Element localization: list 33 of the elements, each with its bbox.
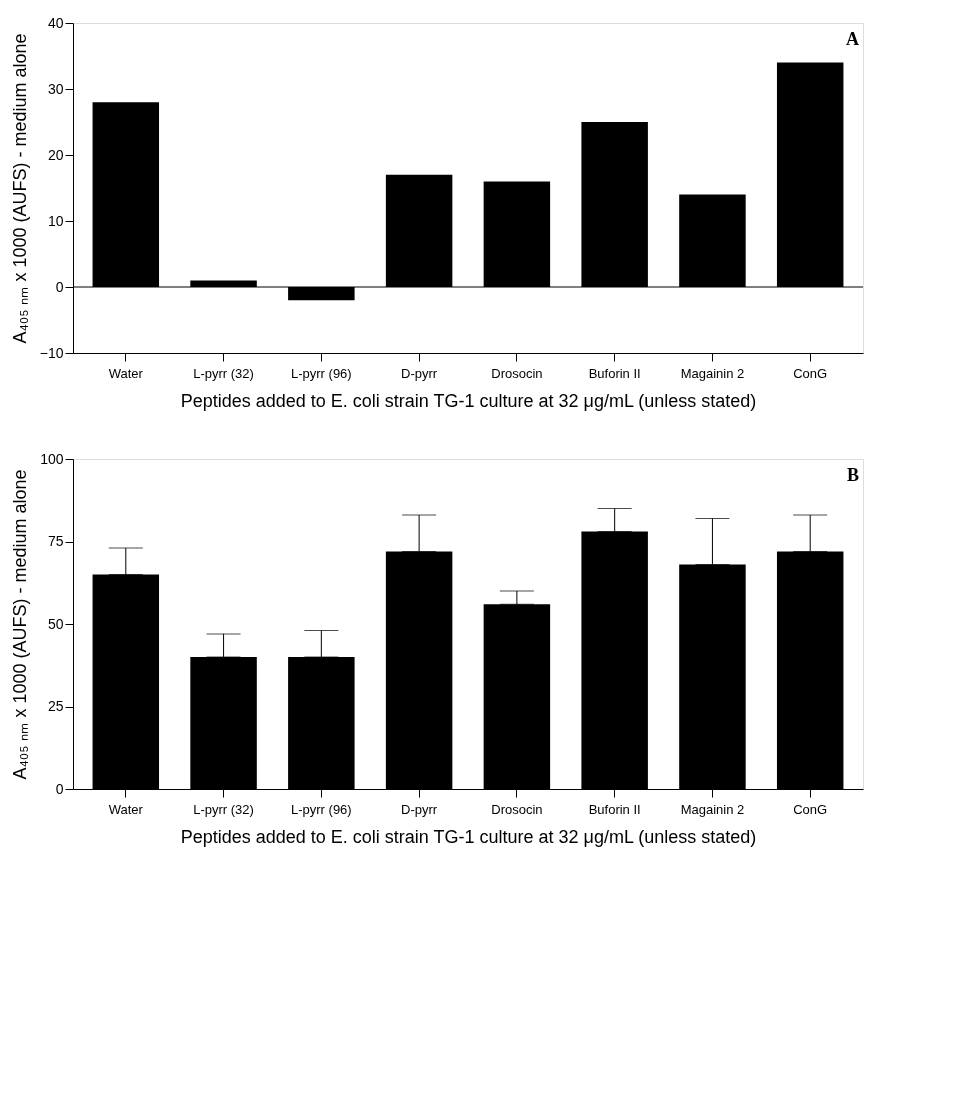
x-tick-label: L-pyrr (32)	[193, 365, 254, 381]
y-tick-label: 50	[47, 615, 64, 632]
annotation: A	[846, 29, 859, 49]
y-tick-label: 75	[47, 533, 64, 549]
y-axis-title: A₄₀₅ ₙₘ x 1000 (AUFS) - medium alone	[9, 33, 30, 344]
x-tick-label: Water	[108, 801, 144, 817]
x-tick-label: Magainin 2	[680, 801, 745, 817]
x-tick-label: ConG	[793, 801, 828, 817]
y-tick-label: 0	[55, 278, 64, 295]
y-tick-label: 25	[47, 698, 64, 714]
x-tick-label: Water	[108, 365, 144, 381]
x-tick-label: L-pyrr (96)	[291, 801, 352, 817]
x-tick-label: Drosocin	[491, 365, 543, 381]
x-tick-label: L-pyrr (32)	[193, 801, 254, 817]
annotation: B	[846, 465, 859, 485]
x-tick-label: Magainin 2	[680, 365, 745, 381]
y-tick-label: 10	[47, 212, 64, 229]
x-tick-label: Drosocin	[491, 801, 543, 817]
y-tick-label: −10	[39, 344, 64, 361]
y-tick-label: 0	[55, 780, 64, 797]
x-tick-label: ConG	[793, 365, 828, 381]
y-tick-label: 30	[47, 80, 64, 97]
y-tick-label: 20	[47, 146, 64, 163]
x-tick-label: D-pyrr	[401, 801, 438, 817]
x-tick-label: Buforin II	[588, 801, 641, 817]
x-tick-label: Buforin II	[588, 365, 641, 381]
x-tick-label: L-pyrr (96)	[291, 365, 352, 381]
x-axis-title: Peptides added to E. coli strain TG-1 culture at 32 μg/mL (unless stated)	[180, 826, 757, 847]
y-axis-title: A₄₀₅ ₙₘ x 1000 (AUFS) - medium alone	[10, 469, 31, 780]
y-tick-label: 100	[40, 450, 64, 467]
y-tick-label: 40	[47, 14, 64, 31]
x-axis-title: Peptides added to E. coli strain TG-1 culture at 32 μg/mL (unless stated)	[180, 390, 757, 411]
x-tick-label: D-pyrr	[401, 365, 438, 381]
